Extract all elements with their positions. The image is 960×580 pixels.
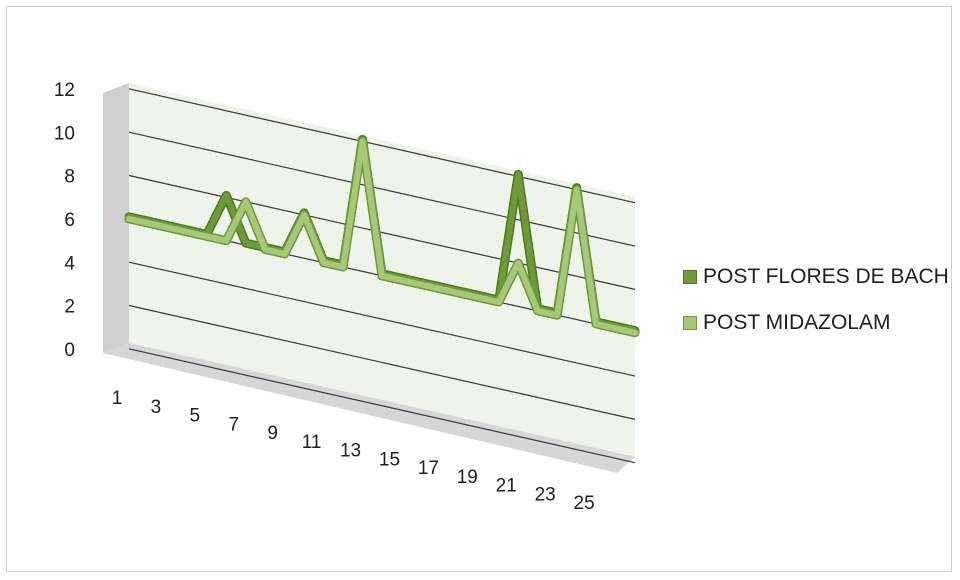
x-tick-label: 3	[151, 397, 162, 418]
y-tick-label: 4	[64, 253, 75, 274]
x-tick-label: 19	[457, 467, 478, 488]
gridline	[128, 348, 636, 464]
gridline	[128, 88, 636, 204]
gridline	[128, 304, 636, 420]
y-tick-label: 8	[64, 167, 75, 188]
x-tick-label: 11	[302, 432, 322, 453]
y-tick-label: 10	[54, 123, 75, 144]
x-tick-label: 25	[574, 493, 595, 514]
legend: POST FLORES DE BACH POST MIDAZOLAM	[683, 265, 949, 357]
plot-floor	[103, 343, 635, 473]
gridline	[128, 174, 636, 290]
x-tick-label: 21	[496, 476, 517, 497]
plot-side-wall	[103, 83, 129, 353]
series-2-line	[126, 138, 638, 336]
legend-swatch-series-2	[683, 316, 697, 330]
x-tick-label: 17	[418, 458, 439, 479]
x-tick-label: 5	[190, 406, 201, 427]
x-tick-label: 23	[535, 484, 556, 505]
y-tick-label: 6	[64, 210, 75, 231]
y-tick-label: 2	[64, 297, 75, 318]
legend-label-series-1: POST FLORES DE BACH	[703, 265, 949, 288]
gridline	[128, 131, 636, 247]
chart-frame: 0 2 4 6 8 10 12 1 3 5 7 9 11 13 15 17 19 21 23 25 POST FLOR…	[6, 6, 952, 572]
x-tick-label: 13	[340, 441, 361, 462]
gridline	[128, 261, 636, 377]
legend-swatch-series-1	[683, 270, 697, 284]
x-tick-label: 7	[228, 414, 239, 435]
x-tick-label: 9	[267, 423, 278, 444]
y-tick-label: 12	[54, 80, 75, 101]
x-tick-label: 15	[379, 449, 400, 470]
legend-item-series-1: POST FLORES DE BACH	[683, 265, 949, 289]
x-tick-label: 1	[112, 388, 123, 409]
legend-item-series-2: POST MIDAZOLAM	[683, 311, 949, 335]
y-tick-label: 0	[64, 340, 75, 361]
legend-label-series-2: POST MIDAZOLAM	[703, 311, 891, 334]
